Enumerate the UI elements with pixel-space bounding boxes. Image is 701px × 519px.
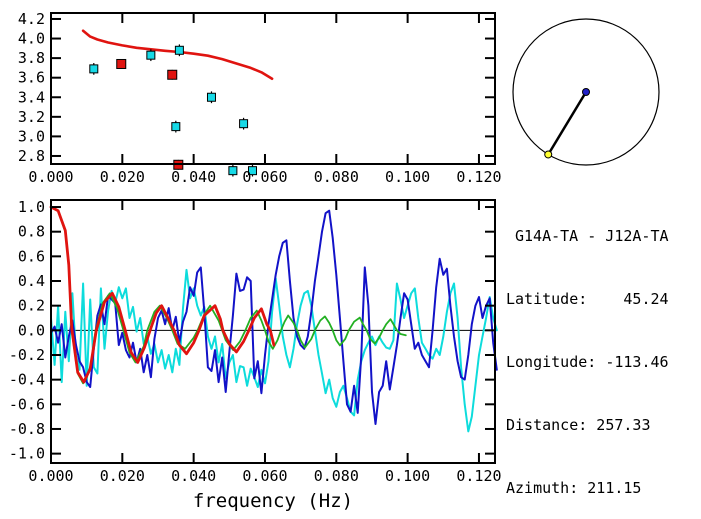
dispersion-plot-ytick-label: 3.2: [18, 108, 45, 126]
phase-velocity-curve: [81, 29, 274, 80]
velocity-picks-rejected-marker: [167, 69, 178, 80]
azimuth-circle: [512, 18, 660, 166]
dispersion-plot-xtick-label: 0.060: [242, 168, 287, 186]
distance-line: Distance: 257.33: [506, 416, 651, 434]
coherency-plot-ytick-label: 0.4: [18, 272, 45, 290]
coherency-plot-xtick-label: 0.100: [385, 467, 430, 485]
coherency-plot-frame: [50, 199, 496, 464]
coherency-plot-xlabel: frequency (Hz): [193, 490, 353, 512]
velocity-picks-accepted-marker: [171, 122, 181, 132]
coherency-plot-xtick-label: 0.020: [100, 467, 145, 485]
station-b-dot: [544, 150, 553, 159]
bessel-fit-primary: [49, 205, 276, 384]
velocity-picks-accepted-marker: [247, 166, 257, 176]
dispersion-plot-xtick-label: 0.020: [100, 168, 145, 186]
velocity-picks-accepted-marker: [206, 92, 216, 102]
coherency-plot-ytick-label: -0.2: [9, 346, 45, 364]
velocity-picks-accepted-marker: [174, 45, 184, 55]
dispersion-plot-ytick-label: 4.2: [18, 10, 45, 28]
dispersion-plot-xtick-label: 0.120: [456, 168, 501, 186]
velocity-picks-rejected-marker: [116, 58, 127, 69]
latitude-line: Latitude: 45.24: [506, 290, 669, 308]
dispersion-plot-ytick-label: 3.8: [18, 49, 45, 67]
azimuth-pointer-line: [547, 91, 588, 156]
dispersion-plot-ytick-label: 3.4: [18, 88, 45, 106]
dispersion-plot-ytick-label: 3.6: [18, 69, 45, 87]
dispersion-plot-ytick-label: 4.0: [18, 30, 45, 48]
velocity-picks-accepted-marker: [89, 64, 99, 74]
azimuth-line-text: Azimuth: 211.15: [506, 479, 642, 497]
coherency-plot-ytick-label: 0.6: [18, 247, 45, 265]
coherency-plot-ytick-label: -0.6: [9, 395, 45, 413]
longitude-line: Longitude: -113.46: [506, 353, 669, 371]
coherency-plot-ytick-label: 1.0: [18, 198, 45, 216]
dispersion-plot-xtick-label: 0.100: [385, 168, 430, 186]
coherency-plot-xtick-label: 0.080: [314, 467, 359, 485]
coherency-plot-ytick-label: -0.4: [9, 371, 45, 389]
coherency-imag: [50, 268, 498, 433]
coherency-plot-ytick-label: -0.8: [9, 420, 45, 438]
dispersion-plot-ytick-label: 2.8: [18, 147, 45, 165]
bessel-fit-secondary: [50, 206, 407, 385]
coherency-plot-ytick-label: 0.8: [18, 223, 45, 241]
coherency-plot-xtick-label: 0.060: [242, 467, 287, 485]
coherency-plot-xtick-label: 0.000: [28, 467, 73, 485]
coherency-real: [50, 209, 498, 425]
velocity-picks-accepted-marker: [146, 50, 156, 60]
station-pair-title: G14A-TA - J12A-TA: [515, 227, 669, 245]
dispersion-plot-xtick-label: 0.080: [314, 168, 359, 186]
velocity-picks-accepted-marker: [239, 119, 249, 129]
dispersion-plot-xtick-label: 0.040: [171, 168, 216, 186]
dispersion-plot-frame: [50, 12, 496, 165]
station-a-dot: [582, 88, 590, 96]
velocity-picks-accepted-marker: [228, 166, 238, 176]
coherency-plot-ytick-label: 0.2: [18, 297, 45, 315]
station-info-panel: G14A-TA - J12A-TA Latitude: 45.24 Longit…: [506, 184, 669, 519]
coherency-plot-xtick-label: 0.120: [456, 467, 501, 485]
dispersion-plot-xtick-label: 0.000: [28, 168, 73, 186]
coherency-plot-ytick-label: -1.0: [9, 445, 45, 463]
dispersion-plot-ytick-label: 3.0: [18, 127, 45, 145]
coherency-plot-ytick-label: 0.0: [18, 321, 45, 339]
coherency-plot-xtick-label: 0.040: [171, 467, 216, 485]
